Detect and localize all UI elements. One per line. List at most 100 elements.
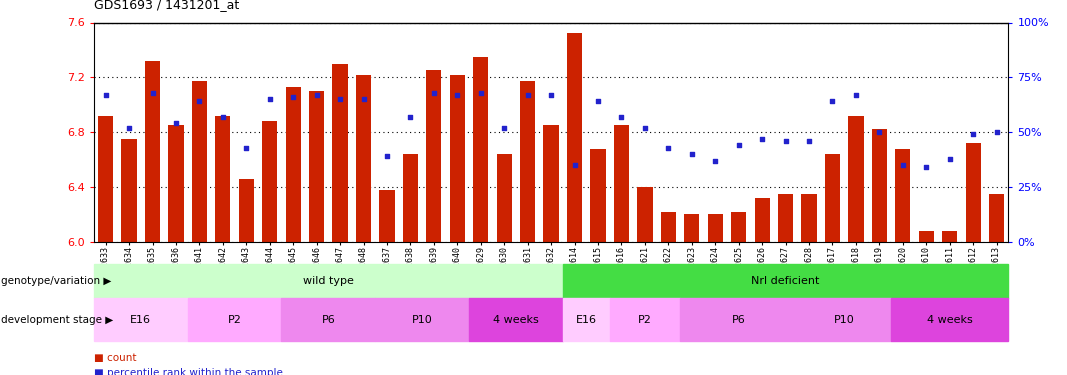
- Bar: [707, 214, 722, 242]
- Point: [355, 96, 372, 102]
- Point: [683, 151, 700, 157]
- Point: [168, 120, 185, 126]
- Bar: [286, 87, 301, 242]
- Bar: [94, 264, 562, 298]
- Bar: [825, 154, 840, 242]
- Bar: [216, 116, 230, 242]
- Point: [753, 136, 770, 142]
- Bar: [122, 139, 137, 242]
- Point: [612, 114, 630, 120]
- Point: [636, 125, 653, 131]
- Bar: [376, 298, 469, 341]
- Bar: [731, 212, 746, 242]
- Bar: [543, 125, 559, 242]
- Text: ■ count: ■ count: [94, 352, 137, 363]
- Bar: [94, 298, 188, 341]
- Point: [659, 144, 676, 150]
- Point: [520, 92, 537, 98]
- Point: [473, 90, 490, 96]
- Point: [777, 138, 794, 144]
- Point: [402, 114, 419, 120]
- Text: Nrl deficient: Nrl deficient: [751, 276, 819, 286]
- Text: P10: P10: [833, 315, 855, 325]
- Bar: [188, 298, 282, 341]
- Point: [589, 99, 606, 105]
- Point: [542, 92, 559, 98]
- Bar: [282, 298, 376, 341]
- Point: [261, 96, 278, 102]
- Bar: [309, 91, 324, 242]
- Bar: [562, 264, 1008, 298]
- Bar: [333, 64, 348, 242]
- Bar: [496, 154, 512, 242]
- Point: [214, 114, 232, 120]
- Point: [800, 138, 817, 144]
- Point: [847, 92, 864, 98]
- Bar: [356, 75, 371, 242]
- Point: [894, 162, 911, 168]
- Point: [308, 92, 325, 98]
- Text: P6: P6: [732, 315, 746, 325]
- Text: P6: P6: [321, 315, 335, 325]
- Bar: [590, 148, 606, 242]
- Text: E16: E16: [130, 315, 152, 325]
- Bar: [684, 214, 699, 242]
- Point: [144, 90, 161, 96]
- Point: [191, 99, 208, 105]
- Bar: [520, 81, 536, 242]
- Bar: [98, 116, 113, 242]
- Text: P10: P10: [412, 315, 432, 325]
- Bar: [192, 81, 207, 242]
- Bar: [637, 187, 653, 242]
- Text: development stage ▶: development stage ▶: [1, 315, 113, 325]
- Bar: [919, 231, 934, 242]
- Text: P2: P2: [638, 315, 652, 325]
- Point: [918, 164, 935, 170]
- Point: [121, 125, 138, 131]
- Bar: [567, 33, 583, 242]
- Point: [426, 90, 443, 96]
- Point: [379, 153, 396, 159]
- Bar: [562, 298, 609, 341]
- Bar: [403, 154, 418, 242]
- Text: P2: P2: [227, 315, 241, 325]
- Bar: [942, 231, 957, 242]
- Bar: [473, 57, 489, 242]
- Bar: [778, 194, 793, 242]
- Bar: [239, 179, 254, 242]
- Bar: [449, 75, 465, 242]
- Point: [332, 96, 349, 102]
- Text: genotype/variation ▶: genotype/variation ▶: [1, 276, 111, 286]
- Point: [238, 144, 255, 150]
- Bar: [660, 212, 676, 242]
- Point: [706, 158, 723, 164]
- Text: GDS1693 / 1431201_at: GDS1693 / 1431201_at: [94, 0, 239, 11]
- Bar: [262, 121, 277, 242]
- Bar: [848, 116, 863, 242]
- Bar: [145, 61, 160, 242]
- Bar: [966, 143, 981, 242]
- Bar: [380, 190, 395, 242]
- Bar: [754, 198, 769, 242]
- Point: [285, 94, 302, 100]
- Bar: [801, 194, 816, 242]
- Point: [566, 162, 583, 168]
- Text: 4 weeks: 4 weeks: [493, 315, 539, 325]
- Text: wild type: wild type: [303, 276, 354, 286]
- Text: ■ percentile rank within the sample: ■ percentile rank within the sample: [94, 368, 283, 375]
- Point: [871, 129, 888, 135]
- Point: [965, 131, 982, 137]
- Point: [97, 92, 114, 98]
- Point: [988, 129, 1005, 135]
- Bar: [426, 70, 442, 242]
- Bar: [895, 148, 910, 242]
- Point: [824, 99, 841, 105]
- Point: [496, 125, 513, 131]
- Text: E16: E16: [576, 315, 596, 325]
- Point: [730, 142, 747, 148]
- Bar: [169, 125, 184, 242]
- Point: [449, 92, 466, 98]
- Bar: [469, 298, 562, 341]
- Text: 4 weeks: 4 weeks: [927, 315, 973, 325]
- Bar: [891, 298, 1008, 341]
